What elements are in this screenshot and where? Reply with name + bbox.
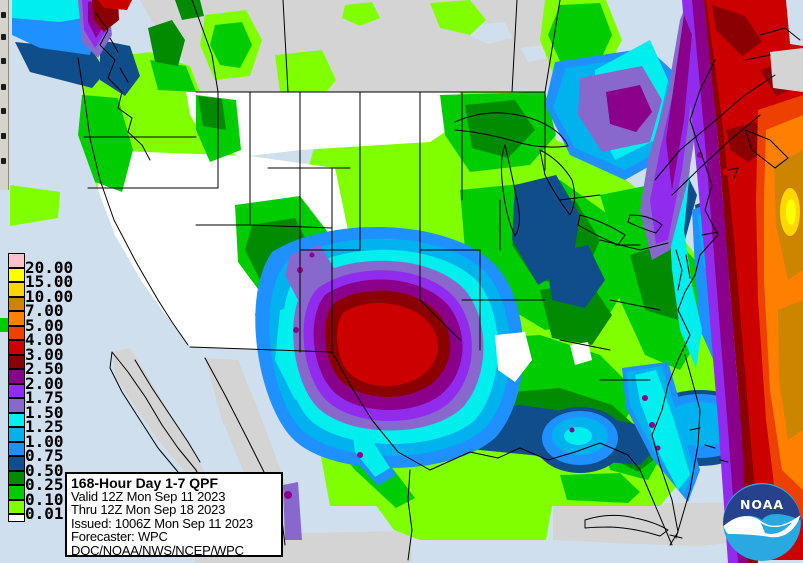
legend-label: 15.00 xyxy=(25,272,74,291)
legend-label: 0.25 xyxy=(25,475,64,494)
legend-swatch-1.50 xyxy=(8,398,25,413)
forecast-info-box: 168-Hour Day 1-7 QPF Valid 12Z Mon Sep 1… xyxy=(65,472,283,557)
edge-glyph xyxy=(1,12,6,18)
edge-glyph xyxy=(1,133,6,139)
info-issued: Issued: 1006Z Mon Sep 11 2023 xyxy=(71,515,253,531)
legend-label: 2.00 xyxy=(25,373,64,393)
legend-swatch-15.00 xyxy=(8,267,25,282)
legend-label: 1.75 xyxy=(25,388,64,407)
info-thru: Thru 12Z Mon Sep 18 2023 xyxy=(71,502,226,518)
legend-swatch-3.00 xyxy=(8,340,25,355)
legend-label: 20.00 xyxy=(25,257,74,277)
no-precip-south xyxy=(495,332,592,382)
legend-swatch-1.75 xyxy=(8,383,25,398)
legend-label: 4.00 xyxy=(25,330,64,349)
legend-swatch-20.00 xyxy=(8,253,25,268)
legend-swatch-10.00 xyxy=(8,282,25,297)
info-agency: DOC/NOAA/NWS/NCEP/WPC xyxy=(71,542,244,558)
noaa-swoosh-notch xyxy=(761,522,792,534)
legend-label: 5.00 xyxy=(25,315,64,335)
legend-swatch-0.10 xyxy=(8,485,25,500)
legend-label: 2.50 xyxy=(25,359,64,378)
window-edge-artifact xyxy=(0,0,9,190)
legend-swatch-0.50 xyxy=(8,456,25,471)
precip-orange-core xyxy=(756,95,803,520)
legend-swatch-1.25 xyxy=(8,412,25,427)
legend-label: 10.00 xyxy=(25,286,74,306)
legend-label: 1.00 xyxy=(25,431,64,451)
legend-swatch-5.00 xyxy=(8,311,25,326)
legend-label: 0.50 xyxy=(25,460,64,480)
legend-label: 0.10 xyxy=(25,489,64,509)
edge-glyph xyxy=(1,158,6,164)
edge-glyph xyxy=(1,108,6,114)
info-title: 168-Hour Day 1-7 QPF xyxy=(71,475,219,491)
legend-swatch-2.00 xyxy=(8,369,25,384)
legend-swatch-2.50 xyxy=(8,354,25,369)
legend-swatch-0.25 xyxy=(8,470,25,485)
legend-swatch-0.01 xyxy=(8,499,25,514)
legend-label: 0.01 xyxy=(25,504,64,523)
legend-label: 0.75 xyxy=(25,446,64,465)
noaa-logo: NOAA xyxy=(723,483,801,561)
political-boundaries xyxy=(77,0,801,561)
legend-label: 3.00 xyxy=(25,344,64,364)
legend-label: 1.25 xyxy=(25,417,64,436)
edge-glyph xyxy=(1,34,6,40)
noaa-logo-upper-half xyxy=(723,484,801,527)
legend-swatch-trace xyxy=(8,514,25,522)
out-of-domain-topright xyxy=(770,0,803,92)
noaa-logo-text: NOAA xyxy=(740,497,784,512)
info-valid: Valid 12Z Mon Sep 11 2023 xyxy=(71,489,226,504)
noaa-swoosh-icon xyxy=(723,515,801,538)
info-forecaster: Forecaster: WPC xyxy=(71,529,168,545)
legend-swatch-1.00 xyxy=(8,427,25,442)
edge-glyph xyxy=(1,84,6,90)
legend-swatch-0.75 xyxy=(8,441,25,456)
legend-label: 1.50 xyxy=(25,402,64,422)
edge-glyph xyxy=(1,58,6,64)
legend-swatch-7.00 xyxy=(8,296,25,311)
legend-swatch-4.00 xyxy=(8,325,25,340)
legend-label: 7.00 xyxy=(25,301,64,320)
